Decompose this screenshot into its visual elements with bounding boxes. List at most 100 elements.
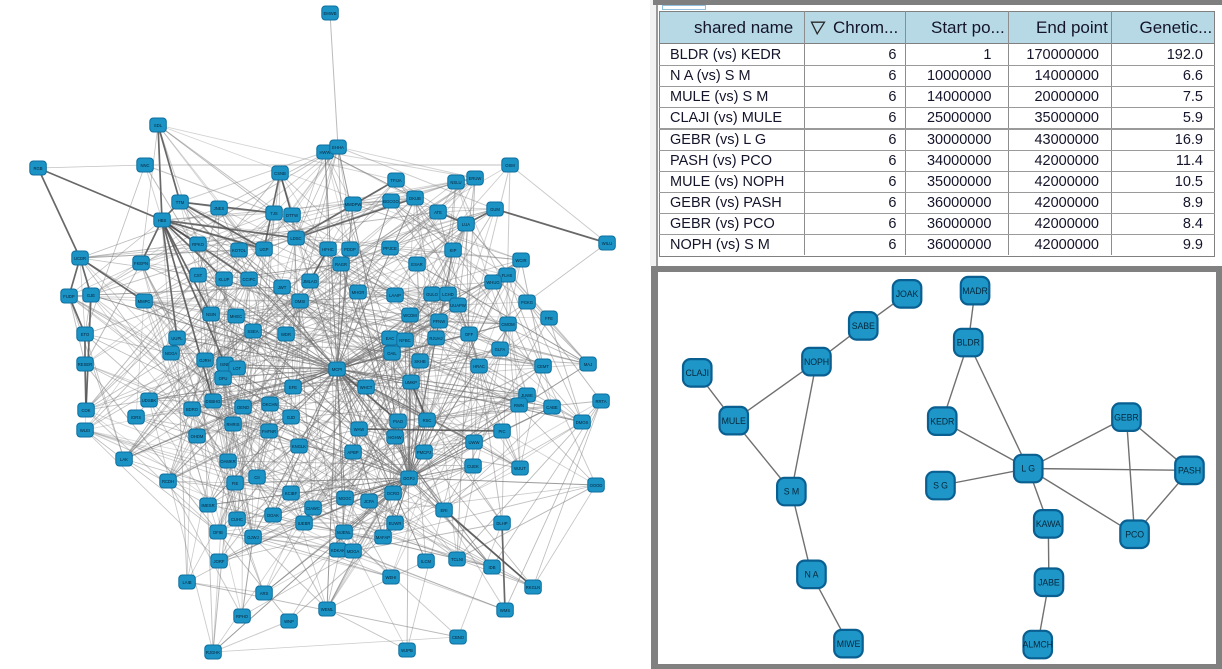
svg-text:FHFNR: FHFNR	[262, 429, 276, 434]
svg-text:UGP: UGP	[259, 247, 268, 252]
svg-text:CCIPC: CCIPC	[242, 277, 255, 282]
svg-text:PIC: PIC	[499, 429, 506, 434]
svg-text:RWN: RWN	[514, 403, 524, 408]
svg-text:LOT: LOT	[233, 366, 242, 371]
svg-text:WJUT: WJUT	[514, 466, 526, 471]
svg-text:PDDP: PDDP	[344, 247, 356, 252]
svg-text:KDKAK: KDKAK	[331, 548, 345, 553]
svg-text:JMLAO: JMLAO	[303, 279, 318, 284]
svg-text:OHDM: OHDM	[191, 434, 204, 439]
svg-text:WHCT: WHCT	[360, 385, 373, 390]
svg-text:FKEPN: FKEPN	[134, 261, 148, 266]
svg-text:CMOM: CMOM	[501, 322, 515, 327]
svg-text:NGGA: NGGA	[165, 351, 178, 356]
svg-text:RKGLN: RKGLN	[526, 585, 540, 590]
svg-text:DGPJ: DGPJ	[403, 476, 414, 481]
svg-text:HFHC: HFHC	[322, 247, 334, 252]
svg-text:GLFA: GLFA	[495, 347, 506, 352]
svg-text:BGCGO: BGCGO	[383, 199, 399, 204]
svg-text:LCHD: LCHD	[442, 292, 453, 297]
svg-text:RHRIS: RHRIS	[226, 422, 239, 427]
svg-text:UMKP: UMKP	[405, 380, 417, 385]
svg-text:UDSBK: UDSBK	[142, 398, 157, 403]
svg-text:ETO: ETO	[81, 332, 90, 337]
svg-text:GUM: GUM	[490, 207, 500, 212]
svg-text:WHUG: WHUG	[486, 280, 499, 285]
svg-text:RCDH: RCDH	[162, 479, 174, 484]
svg-text:TFIJA: TFIJA	[390, 178, 401, 183]
svg-text:FUDP: FUDP	[63, 294, 75, 299]
svg-text:CSNB: CSNB	[274, 171, 286, 176]
svg-text:EUWR: EUWR	[389, 521, 402, 526]
svg-text:CST: CST	[194, 273, 203, 278]
svg-text:MDGA: MDGA	[347, 549, 360, 554]
svg-text:ATE: ATE	[434, 210, 442, 215]
svg-text:HGHW: HGHW	[388, 435, 401, 440]
svg-text:CIAWC: CIAWC	[306, 506, 320, 511]
svg-text:LAK: LAK	[120, 457, 128, 462]
svg-text:KCIBF: KCIBF	[285, 491, 298, 496]
svg-text:KLUP: KLUP	[219, 277, 230, 282]
svg-text:HBS: HBS	[158, 218, 167, 223]
svg-text:DKUB: DKUB	[409, 196, 421, 201]
svg-text:WEHI: WEHI	[386, 575, 397, 580]
svg-text:PIAO: PIAO	[393, 419, 404, 424]
svg-text:RGB: RGB	[33, 166, 42, 171]
svg-text:DFIB: DFIB	[213, 530, 223, 535]
svg-text:OAIL: OAIL	[387, 351, 397, 356]
svg-text:IDB: IDB	[489, 565, 496, 570]
svg-text:LUA: LUA	[462, 222, 470, 227]
svg-text:RJGHK: RJGHK	[206, 650, 220, 655]
svg-text:RSC: RSC	[423, 418, 432, 423]
svg-text:IUEBR: IUEBR	[298, 521, 311, 526]
svg-text:MHEC: MHEC	[230, 314, 242, 319]
svg-text:DTTW: DTTW	[286, 213, 298, 218]
svg-text:GJWJ: GJWJ	[247, 535, 258, 540]
svg-text:SKHB: SKHB	[414, 359, 426, 364]
svg-text:MMDPW: MMDPW	[345, 202, 362, 207]
svg-text:CEMT: CEMT	[537, 364, 549, 369]
svg-text:ERUW: ERUW	[469, 176, 482, 181]
svg-text:KIP: KIP	[450, 248, 457, 253]
svg-text:TCLNI: TCLNI	[451, 557, 463, 562]
svg-text:EHHA: EHHA	[332, 145, 344, 150]
svg-text:UUAPW: UUAPW	[450, 303, 466, 308]
svg-text:NSIN: NSIN	[206, 312, 216, 317]
svg-text:RRTA: RRTA	[595, 399, 606, 404]
svg-text:TJS: TJS	[270, 211, 278, 216]
svg-text:RPHO: RPHO	[236, 614, 249, 619]
svg-text:WAW: WAW	[354, 427, 364, 432]
svg-text:IORS: IORS	[131, 415, 141, 420]
svg-text:WILU: WILU	[602, 241, 612, 246]
svg-text:OKCHN: OKCHN	[262, 402, 277, 407]
svg-text:MAFAP: MAFAP	[376, 535, 390, 540]
svg-text:JNES: JNES	[214, 206, 225, 211]
svg-text:APBP: APBP	[347, 450, 358, 455]
svg-text:OAMKR: OAMKR	[220, 459, 235, 464]
svg-text:HRAC: HRAC	[473, 364, 485, 369]
svg-text:WCDM: WCDM	[403, 313, 417, 318]
svg-text:MHGR: MHGR	[352, 290, 365, 295]
svg-text:UCDR: UCDR	[74, 256, 86, 261]
svg-text:WEML: WEML	[321, 607, 334, 612]
svg-text:GJRH: GJRH	[199, 358, 210, 363]
svg-text:UUPL: UUPL	[171, 336, 183, 341]
svg-text:FLHS: FLHS	[502, 273, 513, 278]
svg-text:JWT: JWT	[278, 285, 287, 290]
svg-text:OMSI: OMSI	[295, 299, 306, 304]
svg-text:RJUHJ: RJUHJ	[429, 336, 442, 341]
svg-text:MCPI: MCPI	[332, 367, 342, 372]
svg-text:PPJCE: PPJCE	[383, 246, 397, 251]
svg-text:SDL: SDL	[154, 123, 163, 128]
svg-text:ESAR: ESAR	[411, 262, 422, 267]
svg-text:SSEA: SSEA	[247, 329, 258, 334]
svg-text:JUWE: JUWE	[521, 393, 533, 398]
svg-text:MGGC: MGGC	[338, 496, 351, 501]
svg-text:DSBHG: DSBHG	[206, 399, 221, 404]
svg-text:PGKG: PGKG	[521, 300, 533, 305]
svg-text:LAIB: LAIB	[182, 580, 191, 585]
svg-text:COK: COK	[81, 408, 90, 413]
svg-text:ISNE: ISNE	[220, 362, 230, 367]
svg-text:CUEK: CUEK	[467, 464, 479, 469]
svg-text:LDSC: LDSC	[290, 236, 301, 241]
